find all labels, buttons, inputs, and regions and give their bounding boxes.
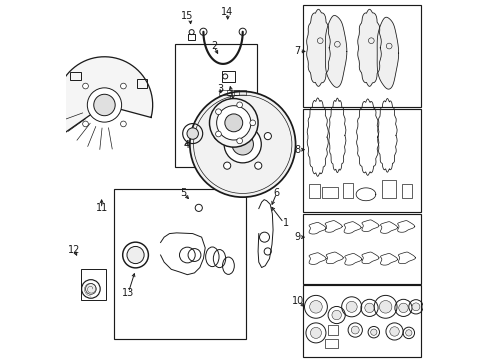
Bar	[303, 214, 421, 284]
Polygon shape	[56, 57, 152, 132]
Bar	[114, 189, 246, 339]
Circle shape	[379, 301, 391, 313]
Text: 4: 4	[183, 140, 189, 150]
Text: 13: 13	[122, 288, 134, 297]
Bar	[303, 5, 421, 107]
Circle shape	[85, 284, 96, 294]
Text: 9: 9	[294, 232, 300, 242]
Text: 5: 5	[180, 188, 186, 198]
Text: 6: 6	[273, 188, 279, 198]
Text: 8: 8	[294, 145, 300, 155]
Bar	[322, 187, 338, 198]
Circle shape	[310, 327, 321, 338]
Circle shape	[350, 326, 358, 334]
Bar	[81, 269, 105, 300]
Circle shape	[331, 310, 341, 320]
Bar	[343, 183, 352, 198]
Text: 15: 15	[181, 12, 193, 21]
Polygon shape	[325, 15, 346, 87]
Circle shape	[411, 303, 419, 311]
Circle shape	[82, 121, 88, 127]
Circle shape	[249, 120, 255, 126]
Bar	[226, 90, 239, 95]
Circle shape	[224, 114, 242, 132]
Circle shape	[186, 128, 198, 139]
Circle shape	[364, 303, 373, 312]
Polygon shape	[357, 9, 381, 86]
Polygon shape	[376, 17, 398, 89]
Polygon shape	[306, 9, 329, 86]
Circle shape	[346, 301, 356, 312]
Circle shape	[264, 132, 271, 140]
Circle shape	[224, 126, 261, 163]
Circle shape	[254, 162, 261, 169]
Text: 16: 16	[226, 95, 239, 105]
Text: 14: 14	[220, 7, 232, 17]
Circle shape	[239, 114, 246, 121]
Bar	[219, 90, 231, 95]
Circle shape	[216, 106, 250, 140]
Bar	[188, 33, 195, 40]
Bar	[303, 109, 421, 212]
Circle shape	[236, 102, 242, 108]
Bar	[137, 79, 147, 87]
Text: 2: 2	[211, 41, 217, 51]
Circle shape	[370, 329, 376, 335]
Bar	[70, 72, 81, 80]
Circle shape	[94, 94, 115, 116]
Circle shape	[231, 134, 253, 155]
Text: 7: 7	[294, 46, 300, 57]
Circle shape	[121, 121, 126, 127]
Circle shape	[215, 131, 221, 137]
Circle shape	[127, 247, 144, 264]
Circle shape	[215, 109, 221, 114]
Circle shape	[121, 83, 126, 89]
Text: 10: 10	[291, 296, 303, 306]
Text: 3: 3	[217, 84, 223, 94]
Circle shape	[405, 330, 411, 336]
Circle shape	[209, 99, 258, 147]
Bar	[308, 184, 319, 198]
Text: 1: 1	[282, 218, 288, 228]
Circle shape	[236, 138, 242, 144]
Circle shape	[214, 132, 221, 140]
Circle shape	[309, 301, 322, 313]
Bar	[222, 71, 235, 82]
Bar	[175, 44, 257, 167]
Text: 12: 12	[68, 245, 80, 255]
Text: 11: 11	[95, 203, 107, 212]
Bar	[401, 184, 411, 198]
Bar	[303, 285, 421, 357]
Circle shape	[189, 91, 295, 197]
Bar	[381, 180, 395, 198]
Circle shape	[87, 88, 122, 122]
Circle shape	[398, 303, 407, 312]
Circle shape	[389, 327, 398, 336]
Bar	[325, 339, 337, 348]
Circle shape	[82, 83, 88, 89]
Bar	[233, 90, 246, 95]
Bar	[327, 325, 338, 336]
Circle shape	[223, 162, 230, 169]
